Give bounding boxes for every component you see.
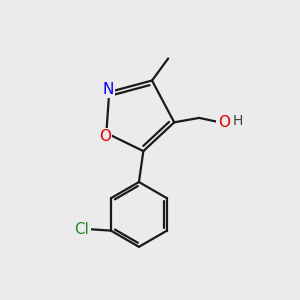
Text: H: H: [232, 114, 243, 128]
Text: N: N: [102, 82, 113, 97]
Text: Cl: Cl: [75, 222, 89, 237]
Text: O: O: [218, 115, 230, 130]
Text: O: O: [99, 129, 111, 144]
